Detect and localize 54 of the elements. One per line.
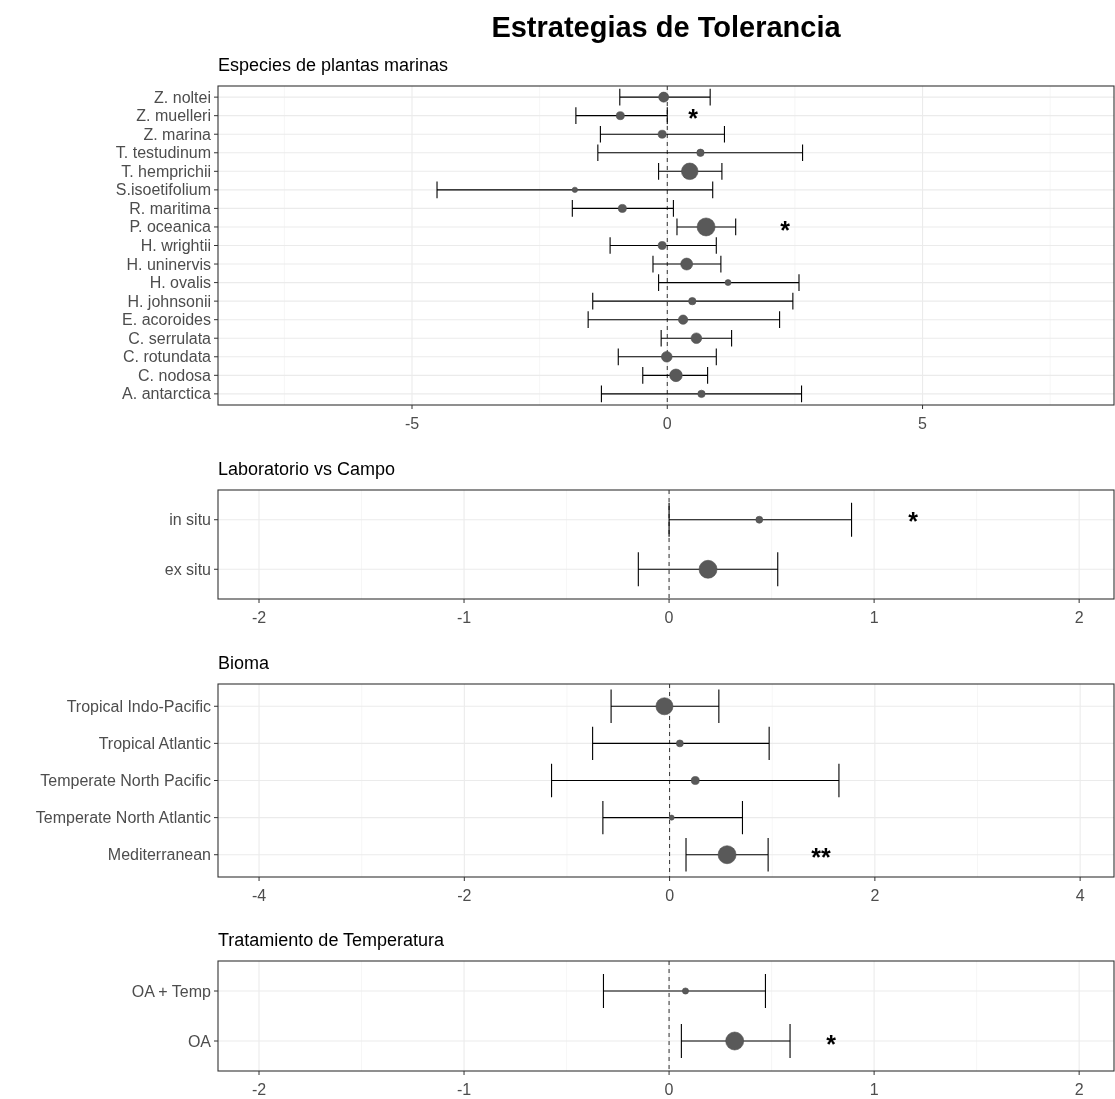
annotation: *: [780, 216, 791, 244]
x-tick-label: -2: [251, 1081, 267, 1098]
y-tick-label: Z. muelleri: [136, 107, 211, 125]
annotation: *: [826, 1030, 837, 1058]
x-tick-label: 0: [664, 609, 674, 626]
x-tick-label: 1: [869, 609, 879, 626]
y-tick-label: H. uninervis: [126, 255, 211, 273]
chart-subtitle: Especies de plantas marinas: [218, 55, 449, 75]
x-tick-label: 5: [918, 415, 928, 432]
annotation: *: [908, 507, 919, 535]
y-tick-label: C. serrulata: [128, 329, 212, 347]
y-tick-label: C. rotundata: [122, 348, 212, 366]
x-tick-label: -4: [251, 887, 267, 904]
y-tick-label: H. wrightii: [140, 237, 211, 254]
y-tick-label: T. testudinum: [115, 144, 211, 162]
x-tick-label: 0: [662, 415, 672, 432]
annotation: *: [688, 104, 699, 132]
x-tick-label: -1: [456, 1081, 472, 1098]
x-tick-label: 2: [870, 887, 880, 904]
y-tick-label: S.isoetifolium: [115, 181, 211, 199]
x-tick-label: 4: [1075, 887, 1085, 904]
x-tick-label: 0: [665, 887, 675, 904]
x-tick-label: -1: [456, 609, 472, 626]
y-tick-label: T. hemprichii: [121, 162, 211, 180]
y-tick-label: A. antarctica: [122, 385, 212, 403]
x-tick-label: -2: [457, 887, 472, 904]
x-tick-label: 2: [1074, 1081, 1084, 1098]
y-tick-label: H. ovalis: [149, 274, 211, 292]
y-tick-label: H. johnsonii: [127, 292, 211, 310]
y-tick-label: Z. noltei: [154, 88, 211, 106]
y-tick-label: P. oceanica: [129, 218, 212, 236]
y-tick-label: R. maritima: [129, 199, 212, 217]
y-tick-label: Temperate North Atlantic: [35, 809, 211, 827]
chart-title: Bioma: [218, 653, 271, 673]
y-tick-label: ex situ: [164, 560, 211, 578]
chart-title: Laboratorio vs Campo: [218, 459, 396, 479]
x-tick-label: 2: [1074, 609, 1084, 626]
y-tick-label: E. acoroides: [122, 311, 211, 329]
y-tick-label: Temperate North Pacific: [40, 772, 211, 789]
y-tick-label: Tropical Indo-Pacific: [66, 697, 211, 715]
y-tick-label: OA: [187, 1032, 212, 1050]
annotation: **: [811, 843, 831, 871]
x-tick-label: -2: [251, 609, 267, 626]
x-tick-label: 0: [664, 1081, 674, 1098]
y-tick-label: in situ: [169, 511, 211, 529]
y-tick-label: Z. marina: [143, 125, 212, 143]
x-tick-label: -5: [404, 415, 420, 432]
y-tick-label: OA + Temp: [131, 982, 212, 1000]
chart-title: Tratamiento de Temperatura: [218, 930, 446, 950]
x-tick-label: 1: [869, 1081, 879, 1098]
y-tick-label: Mediterranean: [107, 846, 211, 864]
y-tick-label: Tropical Atlantic: [98, 734, 211, 752]
y-tick-label: C. nodosa: [138, 366, 212, 384]
chart-title: Estrategias de Tolerancia: [491, 11, 842, 43]
